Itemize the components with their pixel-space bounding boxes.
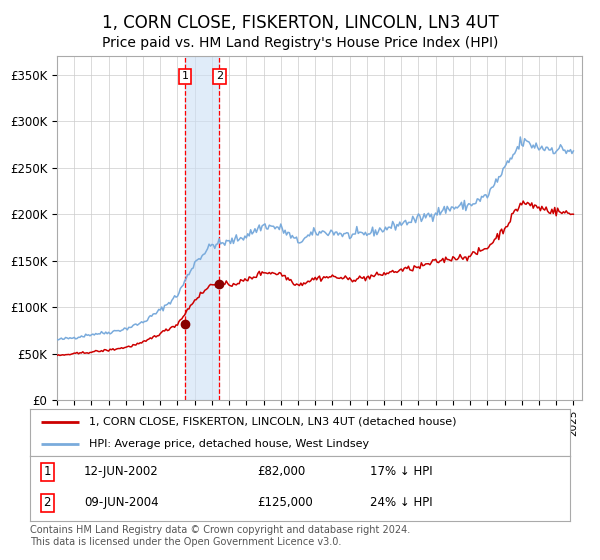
Text: 09-JUN-2004: 09-JUN-2004 <box>84 496 158 509</box>
Text: £125,000: £125,000 <box>257 496 313 509</box>
Text: Contains HM Land Registry data © Crown copyright and database right 2024.
This d: Contains HM Land Registry data © Crown c… <box>30 525 410 547</box>
Text: 12-JUN-2002: 12-JUN-2002 <box>84 465 159 478</box>
Text: 2: 2 <box>44 496 51 509</box>
Text: £82,000: £82,000 <box>257 465 305 478</box>
Text: 2: 2 <box>216 72 223 82</box>
Text: 1: 1 <box>44 465 51 478</box>
Text: 1, CORN CLOSE, FISKERTON, LINCOLN, LN3 4UT: 1, CORN CLOSE, FISKERTON, LINCOLN, LN3 4… <box>101 14 499 32</box>
Text: 24% ↓ HPI: 24% ↓ HPI <box>370 496 433 509</box>
Text: 1: 1 <box>182 72 188 82</box>
Text: 17% ↓ HPI: 17% ↓ HPI <box>370 465 433 478</box>
Text: 1, CORN CLOSE, FISKERTON, LINCOLN, LN3 4UT (detached house): 1, CORN CLOSE, FISKERTON, LINCOLN, LN3 4… <box>89 417 457 427</box>
Bar <box>185 56 220 400</box>
Text: HPI: Average price, detached house, West Lindsey: HPI: Average price, detached house, West… <box>89 438 370 449</box>
Text: Price paid vs. HM Land Registry's House Price Index (HPI): Price paid vs. HM Land Registry's House … <box>102 36 498 50</box>
